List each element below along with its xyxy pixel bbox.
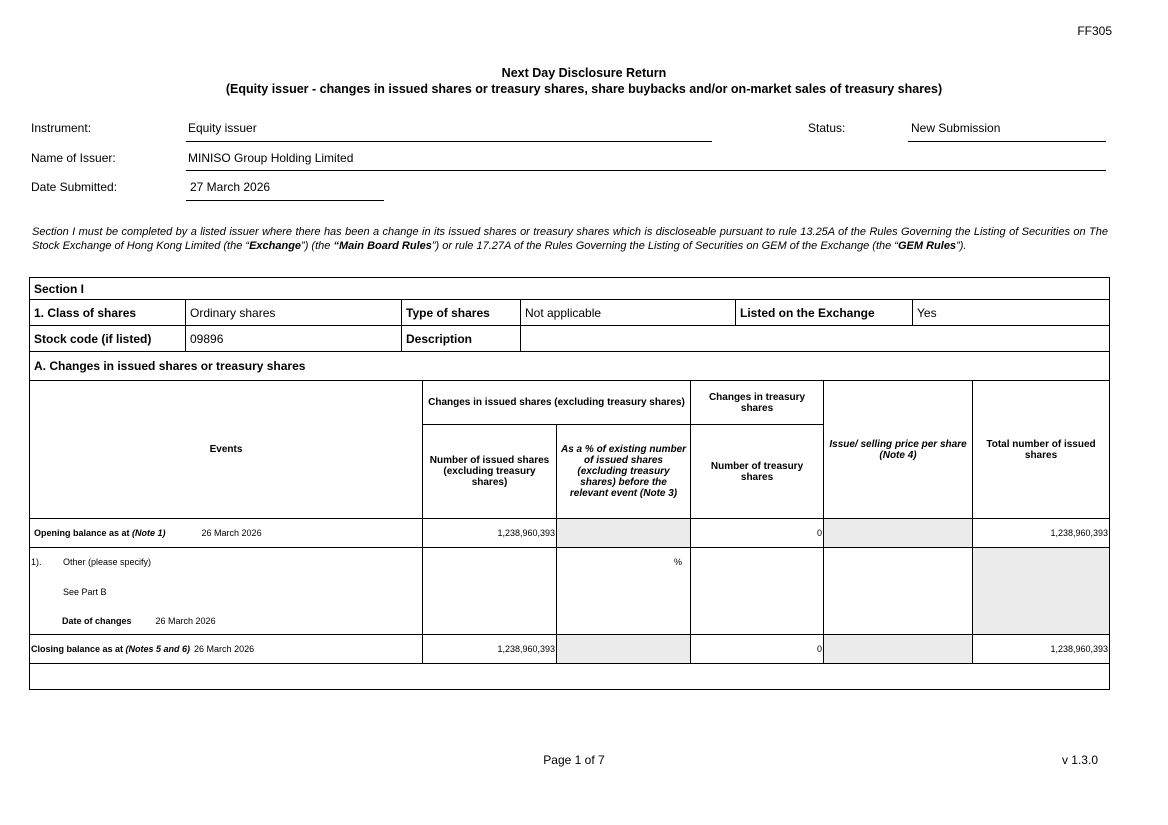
num-treasury-header: Number of treasury shares: [690, 424, 825, 519]
class-label: 1. Class of shares: [29, 299, 186, 326]
instrument-field: Equity issuer: [186, 121, 712, 142]
stock-label: Stock code (if listed): [29, 325, 186, 352]
issuer-label: Name of Issuer:: [31, 151, 116, 165]
total-header: Total number of issued shares: [972, 380, 1111, 519]
form-code: FF305: [1077, 24, 1112, 38]
events-header: Events: [29, 380, 423, 519]
page-title: Next Day Disclosure Return: [501, 66, 667, 80]
class-value: Ordinary shares: [185, 299, 402, 326]
closing-total: 1,238,960,393: [972, 634, 1111, 664]
listed-value: Yes: [911, 299, 1111, 326]
intro-paragraph: Section I must be completed by a listed …: [32, 226, 1108, 252]
type-label: Type of shares: [401, 299, 521, 326]
event-row: 1). Other (please specify) See Part B Da…: [29, 547, 1111, 635]
pct-header: As a % of existing number of issued shar…: [555, 424, 692, 519]
price-header: Issue/ selling price per share (Note 4): [823, 380, 974, 519]
opening-treasury: 0: [690, 518, 825, 548]
status-field: New Submission: [908, 121, 1106, 142]
section-a-title: A. Changes in issued shares or treasury …: [28, 351, 1111, 381]
description-label: Description: [401, 325, 521, 352]
date-label: Date Submitted:: [31, 180, 118, 194]
opening-row: Opening balance as at (Note 1) 26 March 2…: [29, 518, 1111, 548]
opening-issued: 1,238,960,393: [422, 518, 557, 548]
listed-label: Listed on the Exchange: [735, 299, 913, 326]
num-issued-header: Number of issued shares (excluding treas…: [422, 424, 557, 519]
issuer-field: MINISO Group Holding Limited: [186, 151, 1106, 171]
section-title: Section I: [28, 277, 1111, 300]
opening-total: 1,238,960,393: [972, 518, 1111, 548]
instrument-label: Instrument:: [31, 121, 92, 135]
status-label: Status:: [808, 121, 846, 135]
version: v 1.3.0: [1061, 753, 1098, 767]
stock-value: 09896: [185, 325, 402, 352]
closing-treasury: 0: [690, 634, 825, 664]
type-value: Not applicable: [520, 299, 736, 326]
date-field: 27 March 2026: [186, 180, 384, 201]
page-subtitle: (Equity issuer - changes in issued share…: [225, 82, 943, 96]
changes-issued-header: Changes in issued shares (excluding trea…: [421, 380, 692, 425]
changes-table: Events Changes in issued shares (excludi…: [28, 380, 1111, 690]
page-number: Page 1 of 7: [543, 753, 605, 767]
description-value: [519, 325, 1111, 352]
section-header-table: Section I 1. Class of shares Ordinary sh…: [28, 277, 1111, 381]
closing-row: Closing balance as at (Notes 5 and 6) 26 …: [29, 634, 1111, 664]
closing-issued: 1,238,960,393: [422, 634, 557, 664]
changes-treasury-header: Changes in treasury shares: [690, 380, 825, 425]
